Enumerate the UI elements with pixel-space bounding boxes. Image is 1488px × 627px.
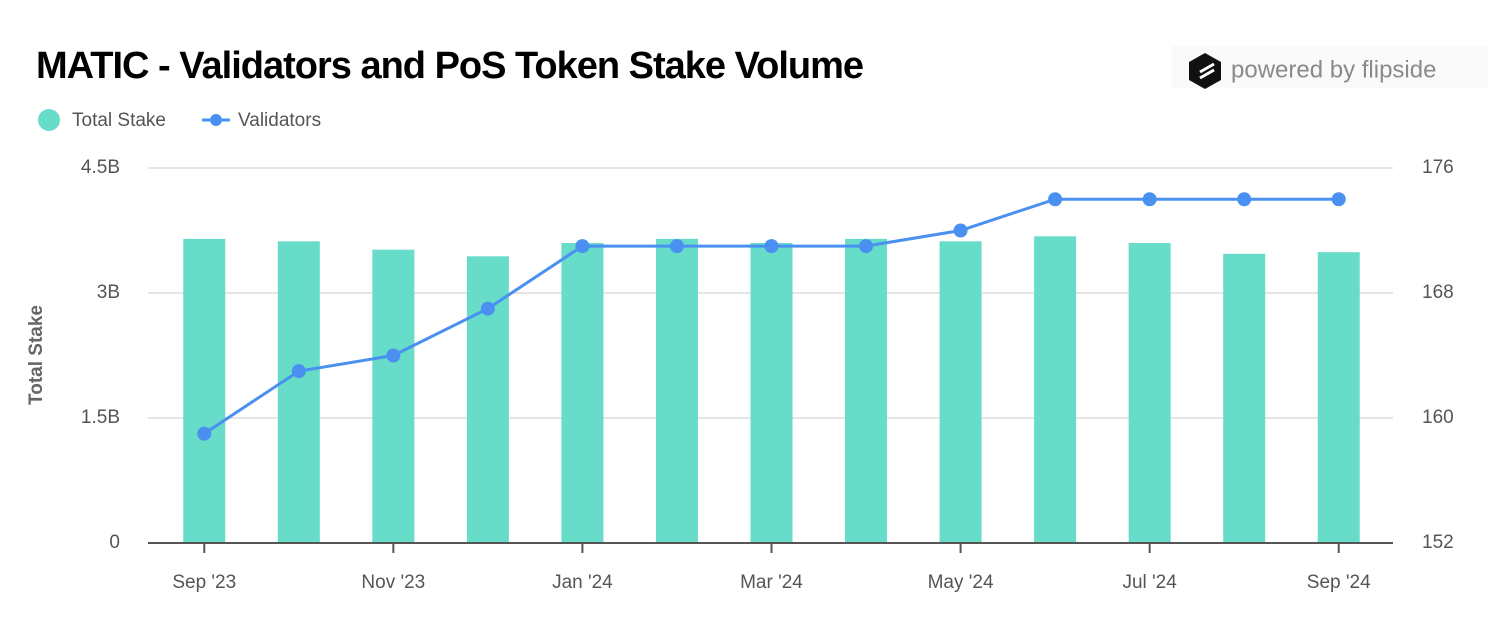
y-tick-label: 4.5B	[81, 157, 120, 178]
point	[386, 348, 401, 363]
bar	[655, 238, 698, 544]
bar	[561, 243, 604, 543]
point	[953, 223, 968, 238]
x-tick-label: Jan '24	[552, 572, 613, 593]
x-tick-label: May '24	[928, 572, 994, 593]
bar	[845, 238, 888, 544]
x-tick-label: Sep '23	[172, 572, 236, 593]
bar	[372, 249, 415, 543]
y-axis-label: Total Stake	[26, 305, 47, 405]
y-tick-label: 0	[109, 532, 120, 553]
bar	[277, 241, 320, 544]
legend-label: Validators	[238, 110, 321, 131]
y2-tick-label: 160	[1422, 407, 1454, 428]
chart-title: MATIC - Validators and PoS Token Stake V…	[36, 45, 863, 87]
brand-text: powered by flipside	[1231, 56, 1436, 83]
y-tick-label: 1.5B	[81, 407, 120, 428]
x-tick-label: Jul '24	[1122, 572, 1177, 593]
bar	[1034, 236, 1077, 544]
point	[480, 301, 495, 316]
point	[764, 239, 779, 254]
legend-label: Total Stake	[72, 110, 166, 131]
point	[1142, 192, 1157, 207]
point	[291, 364, 306, 379]
legend-swatch	[210, 114, 222, 126]
bar	[1317, 252, 1360, 543]
point	[859, 239, 874, 254]
brand-logo	[1189, 53, 1221, 89]
bar	[1128, 243, 1171, 543]
y-tick-label: 3B	[97, 282, 120, 303]
y2-tick-label: 152	[1422, 532, 1454, 553]
point	[1048, 192, 1063, 207]
y2-tick-label: 176	[1422, 157, 1454, 178]
x-tick-label: Sep '24	[1307, 572, 1371, 593]
x-tick-label: Nov '23	[361, 572, 425, 593]
point	[1237, 192, 1252, 207]
legend-swatch	[38, 109, 60, 131]
bar	[939, 241, 982, 544]
x-tick-label: Mar '24	[740, 572, 803, 593]
point	[669, 239, 684, 254]
y2-tick-label: 168	[1422, 282, 1454, 303]
x-axis-label: Date	[749, 625, 790, 627]
point	[1331, 192, 1346, 207]
bar	[1223, 253, 1266, 544]
brand-box	[1172, 46, 1488, 88]
bar	[183, 238, 226, 544]
point	[575, 239, 590, 254]
bar	[750, 243, 793, 543]
point	[197, 426, 212, 441]
